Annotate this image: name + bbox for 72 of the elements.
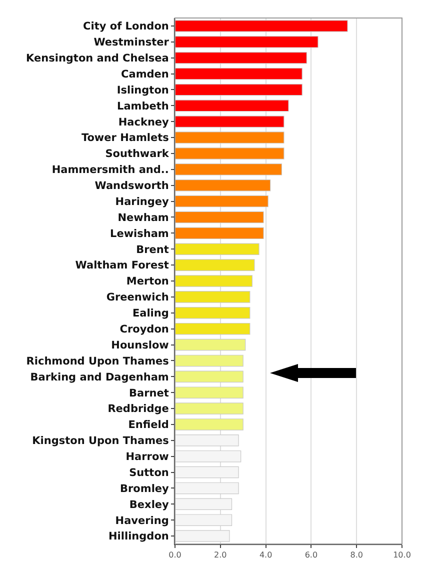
bar <box>175 52 307 64</box>
bar <box>175 418 244 430</box>
y-tick-label: Brent <box>136 244 169 256</box>
bar <box>175 354 244 367</box>
bar <box>175 132 284 144</box>
bar <box>175 291 250 303</box>
y-tick-label: Lambeth <box>117 100 169 112</box>
bar <box>175 386 244 398</box>
bar <box>175 179 271 192</box>
y-tick-label: Newham <box>118 212 169 224</box>
y-tick-label: Bexley <box>129 498 170 511</box>
bar <box>175 450 242 462</box>
bar <box>175 402 244 414</box>
y-tick-label: Lewisham <box>110 228 169 240</box>
y-tick-label: Greenwich <box>106 292 169 304</box>
x-tick-label: 6.0 <box>304 550 318 560</box>
y-tick-label: Wandsworth <box>94 180 169 192</box>
y-tick-label: Hammersmith and.. <box>52 164 169 176</box>
y-tick-label: Ealing <box>132 308 169 320</box>
y-tick-label: Sutton <box>129 466 169 479</box>
y-tick-label: Waltham Forest <box>75 260 169 272</box>
y-tick-label: Kensington and Chelsea <box>26 52 169 65</box>
bar <box>175 164 282 176</box>
bar <box>175 68 302 80</box>
y-tick-label: Enfield <box>128 419 169 432</box>
y-tick-label: Haringey <box>115 196 170 208</box>
y-tick-label: Hillingdon <box>108 530 169 543</box>
y-tick-label: Redbridge <box>108 403 169 416</box>
y-tick-label: Havering <box>115 514 169 527</box>
y-tick-label: Islington <box>116 84 169 96</box>
bar <box>175 20 348 32</box>
x-tick-label: 8.0 <box>350 550 363 560</box>
bar <box>175 307 250 319</box>
bar <box>175 116 284 128</box>
bar <box>175 322 250 335</box>
bar <box>175 148 284 160</box>
bar <box>175 482 239 494</box>
y-tick-label: Barnet <box>129 387 169 400</box>
bar <box>175 370 244 383</box>
y-tick-label: Tower Hamlets <box>81 132 169 144</box>
bar <box>175 259 255 271</box>
y-tick-label: Barking and Dagenham <box>30 371 169 384</box>
bar <box>175 195 268 208</box>
y-tick-label: Merton <box>126 276 169 288</box>
bar <box>175 211 264 224</box>
y-tick-label: Richmond Upon Thames <box>26 355 169 368</box>
y-tick-label: Croydon <box>120 323 169 336</box>
x-tick-label: 2.0 <box>214 550 227 560</box>
y-tick-label: Westminster <box>94 36 170 49</box>
x-tick-label: 0.0 <box>168 550 182 560</box>
bar <box>175 338 246 351</box>
bar <box>175 100 289 112</box>
y-tick-label: City of London <box>83 20 169 33</box>
bar <box>175 530 230 542</box>
bar <box>175 514 232 526</box>
bar <box>175 275 252 287</box>
bar <box>175 227 264 240</box>
y-tick-label: Camden <box>121 68 169 80</box>
bar <box>175 84 302 96</box>
y-tick-label: Bromley <box>120 482 170 495</box>
bar <box>175 466 239 478</box>
bar <box>175 243 260 255</box>
x-tick-label: 10.0 <box>393 550 411 560</box>
y-tick-label: Hackney <box>118 116 170 128</box>
bar <box>175 36 318 48</box>
y-tick-label: Harrow <box>126 451 170 464</box>
bar <box>175 434 239 446</box>
bar <box>175 498 232 510</box>
y-tick-label: Southwark <box>105 148 170 160</box>
y-tick-label: Hounslow <box>111 339 170 352</box>
y-tick-label: Kingston Upon Thames <box>32 435 169 448</box>
x-tick-label: 4.0 <box>259 550 272 560</box>
